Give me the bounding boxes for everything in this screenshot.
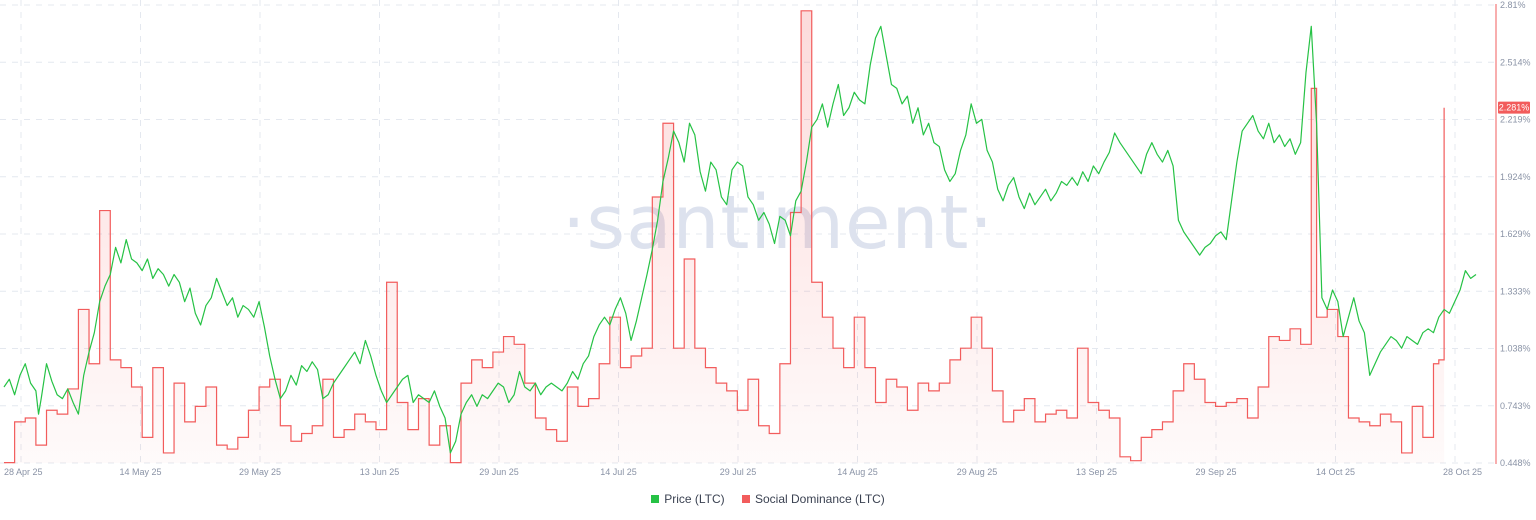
x-tick-label: 14 Oct 25	[1316, 467, 1355, 477]
x-tick-label: 29 Jun 25	[479, 467, 519, 477]
current-value-badge-bg	[1498, 101, 1530, 114]
x-tick-label: 14 Aug 25	[837, 467, 878, 477]
chart-canvas: ·santiment· 2.81% 2.514% 2.219% 1.924% 1.629…	[0, 0, 1531, 477]
y-tick-label: 0.743%	[1500, 401, 1531, 411]
series-layer	[3, 10, 1477, 464]
y-tick-label: 2.81%	[1500, 0, 1526, 10]
legend-item-price[interactable]: Price (LTC)	[651, 492, 725, 506]
x-tick-label: 13 Jun 25	[360, 467, 400, 477]
legend-label-social-dominance: Social Dominance (LTC)	[754, 492, 885, 506]
chart-legend: Price (LTC) Social Dominance (LTC)	[0, 492, 1536, 506]
y-tick-label: 0.448%	[1500, 458, 1531, 468]
x-tick-label: 29 Aug 25	[957, 467, 998, 477]
x-tick-label: 28 Oct 25	[1443, 467, 1482, 477]
x-axis-ticks: 28 Apr 25 14 May 25 29 May 25 13 Jun 25 29 J…	[4, 467, 1482, 477]
legend-item-social-dominance[interactable]: Social Dominance (LTC)	[741, 492, 885, 506]
x-tick-label: 14 Jul 25	[600, 467, 637, 477]
y-tick-label: 1.333%	[1500, 286, 1531, 296]
legend-swatch-price	[651, 495, 660, 503]
y-tick-label: 1.629%	[1500, 229, 1531, 239]
x-tick-label: 29 Sep 25	[1195, 467, 1236, 477]
x-tick-label: 14 May 25	[119, 467, 161, 477]
x-tick-label: 29 Jul 25	[720, 467, 757, 477]
legend-label-price: Price (LTC)	[664, 492, 725, 506]
santiment-watermark: ·santiment·	[562, 180, 994, 266]
social-dominance-area	[4, 10, 1445, 463]
current-value-badge-label: 2.281%	[1499, 103, 1530, 113]
y-tick-label: 2.219%	[1500, 115, 1531, 125]
y-axis-ticks: 2.81% 2.514% 2.219% 1.924% 1.629% 1.333% 1.038…	[1500, 0, 1531, 468]
current-value-badge: 2.281%	[1498, 101, 1530, 114]
y-tick-label: 1.038%	[1500, 344, 1531, 354]
x-tick-label: 29 May 25	[239, 467, 281, 477]
x-tick-label: 13 Sep 25	[1076, 467, 1117, 477]
y-tick-label: 1.924%	[1500, 172, 1531, 182]
y-tick-label: 2.514%	[1500, 57, 1531, 67]
x-tick-label: 28 Apr 25	[4, 467, 43, 477]
price-line	[3, 25, 1477, 454]
legend-swatch-social-dominance	[741, 495, 750, 503]
social-dominance-line	[4, 10, 1445, 464]
